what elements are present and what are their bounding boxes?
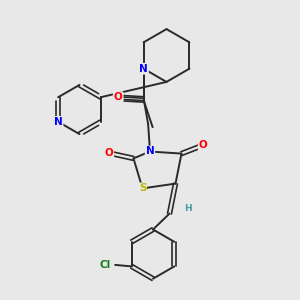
Text: O: O (114, 92, 122, 102)
Text: N: N (54, 117, 63, 127)
Text: N: N (139, 64, 148, 74)
Text: S: S (139, 183, 146, 194)
Text: O: O (199, 140, 208, 150)
Text: O: O (104, 148, 113, 158)
Text: N: N (146, 146, 154, 157)
Text: Cl: Cl (99, 260, 110, 270)
Text: O: O (114, 94, 122, 104)
Text: H: H (184, 204, 191, 213)
